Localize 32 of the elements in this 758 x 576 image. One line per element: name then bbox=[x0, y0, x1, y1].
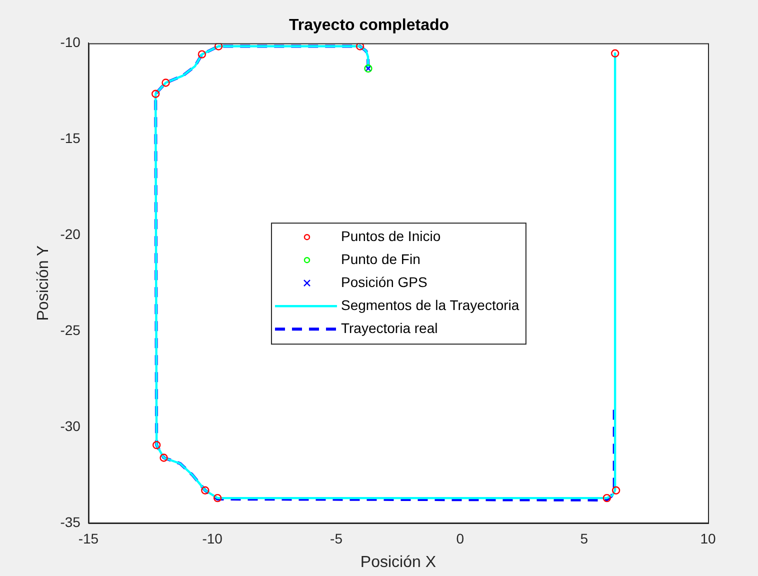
x-tick-label: -5 bbox=[330, 530, 343, 546]
point bbox=[602, 494, 611, 502]
point bbox=[162, 78, 170, 87]
point bbox=[214, 43, 223, 50]
x-tick-label: -10 bbox=[202, 530, 223, 546]
x-tick-label: 10 bbox=[700, 530, 716, 546]
legend-label: Puntos de Inicio bbox=[340, 228, 441, 244]
y-tick-label: -15 bbox=[60, 130, 81, 146]
y-tick-label: -30 bbox=[60, 418, 81, 434]
point bbox=[213, 494, 222, 502]
y-tick-label: -35 bbox=[60, 514, 81, 530]
point bbox=[152, 440, 161, 450]
point bbox=[201, 486, 210, 494]
x-tick-label: 5 bbox=[580, 530, 588, 546]
y-axis-title: Posición Y bbox=[35, 245, 52, 321]
legend-label: Posición GPS bbox=[340, 274, 428, 290]
x-tick-label: 0 bbox=[456, 530, 464, 546]
point bbox=[151, 90, 160, 98]
legend-label: Trayectoria real bbox=[340, 320, 438, 336]
legend-label: Punto de Fin bbox=[340, 250, 420, 267]
chart-title: Trayecto completado bbox=[288, 17, 450, 34]
y-tick-label: -20 bbox=[60, 226, 81, 242]
x-tick-label: -15 bbox=[78, 530, 99, 546]
point bbox=[198, 50, 206, 58]
y-tick-label: -25 bbox=[60, 322, 81, 338]
point bbox=[160, 454, 168, 462]
y-tick-label: -10 bbox=[60, 34, 81, 50]
point bbox=[356, 43, 364, 50]
legend-label: Segmentos de la Trayectoria bbox=[340, 296, 520, 313]
x-axis-title: Posición X bbox=[360, 554, 436, 571]
point bbox=[612, 486, 620, 494]
point bbox=[610, 49, 620, 58]
